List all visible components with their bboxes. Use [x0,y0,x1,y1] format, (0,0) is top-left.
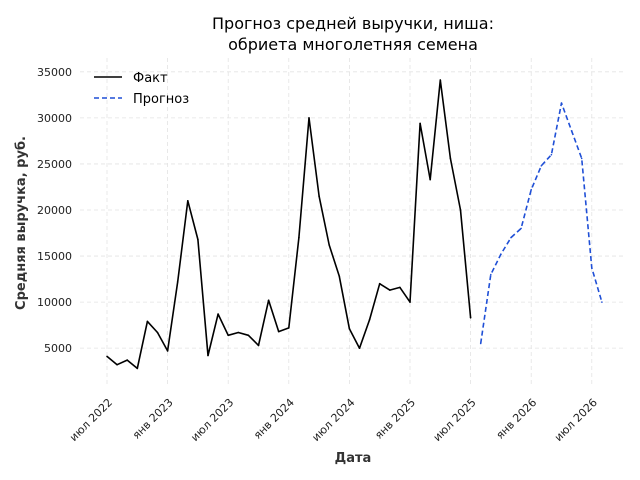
x-tick-label: июл 2024 [309,396,357,444]
y-axis-label: Средняя выручка, руб. [14,136,29,310]
data-point-fact [318,195,320,197]
data-point-fact [459,209,462,211]
data-point-fact [116,363,118,366]
data-point-fact [126,359,128,361]
data-point-fact [449,157,452,160]
data-point-forecast [591,267,593,269]
data-point-forecast [560,102,563,104]
data-point-fact [439,79,442,81]
y-tick-label: 30000 [37,112,72,125]
data-point-fact [217,313,219,315]
data-point-forecast [540,165,543,167]
data-point-fact [197,238,199,241]
data-point-fact [277,330,280,333]
grid-layer [80,58,625,385]
data-point-forecast [570,130,573,132]
legend-label-forecast: Прогноз [133,92,189,107]
data-point-fact [288,327,290,329]
data-point-fact [187,200,189,202]
data-point-forecast [479,342,482,345]
data-point-fact [227,334,229,337]
x-tick-label: янв 2025 [372,396,418,442]
data-point-fact [237,331,240,334]
data-point-fact [166,350,169,352]
data-point-fact [348,328,351,330]
chart-title-line-1: Прогноз средней выручки, ниша: [212,14,494,33]
data-point-fact [267,299,270,302]
data-point-forecast [520,227,522,230]
x-tick-label: июл 2025 [431,396,479,444]
x-tick-label: янв 2026 [494,396,540,442]
x-tick-label: янв 2023 [130,396,176,442]
legend: Факт Прогноз [94,71,189,107]
data-point-fact [469,317,472,319]
data-point-forecast [580,157,583,160]
legend-label-fact: Факт [133,71,168,86]
data-point-fact [156,331,159,334]
x-tick-label: янв 2024 [251,396,297,442]
data-point-fact [308,117,310,119]
y-axis-ticks: 5000 10000 15000 20000 25000 30000 35000 [37,66,72,355]
series-line-forecast [479,102,603,344]
data-point-fact [106,355,108,358]
y-tick-label: 15000 [37,250,72,263]
x-tick-label: июл 2023 [188,396,236,444]
y-tick-label: 25000 [37,158,72,171]
data-point-fact [176,281,179,283]
data-point-forecast [601,301,603,303]
data-point-fact [146,320,149,323]
data-point-fact [378,282,381,285]
data-point-forecast [490,273,492,276]
y-tick-label: 35000 [37,66,72,79]
x-tick-label: июл 2022 [67,396,115,444]
data-point-fact [136,367,139,370]
chart-title-line-2: обриета многолетняя семена [228,35,478,54]
data-point-fact [368,318,371,321]
data-point-fact [399,286,401,289]
series-layer [106,79,603,370]
data-point-forecast [500,253,502,255]
data-point-fact [358,347,361,350]
y-tick-label: 20000 [37,204,72,217]
y-tick-label: 10000 [37,296,72,309]
x-tick-label: июл 2026 [552,396,600,444]
data-point-forecast [550,153,553,156]
data-point-forecast [510,236,512,239]
data-point-fact [298,236,300,239]
x-axis-label: Дата [335,451,372,466]
data-point-fact [328,244,331,246]
data-point-fact [419,122,421,125]
data-point-fact [207,354,209,357]
x-axis-ticks: июл 2022 янв 2023 июл 2023 янв 2024 июл 2024… [67,396,600,444]
data-point-fact [429,178,432,181]
data-point-fact [389,289,391,291]
data-point-fact [338,275,341,278]
data-point-fact [247,334,250,337]
y-tick-label: 5000 [44,342,72,355]
data-point-fact [409,301,411,303]
data-point-forecast [530,188,532,191]
data-point-fact [257,344,260,347]
